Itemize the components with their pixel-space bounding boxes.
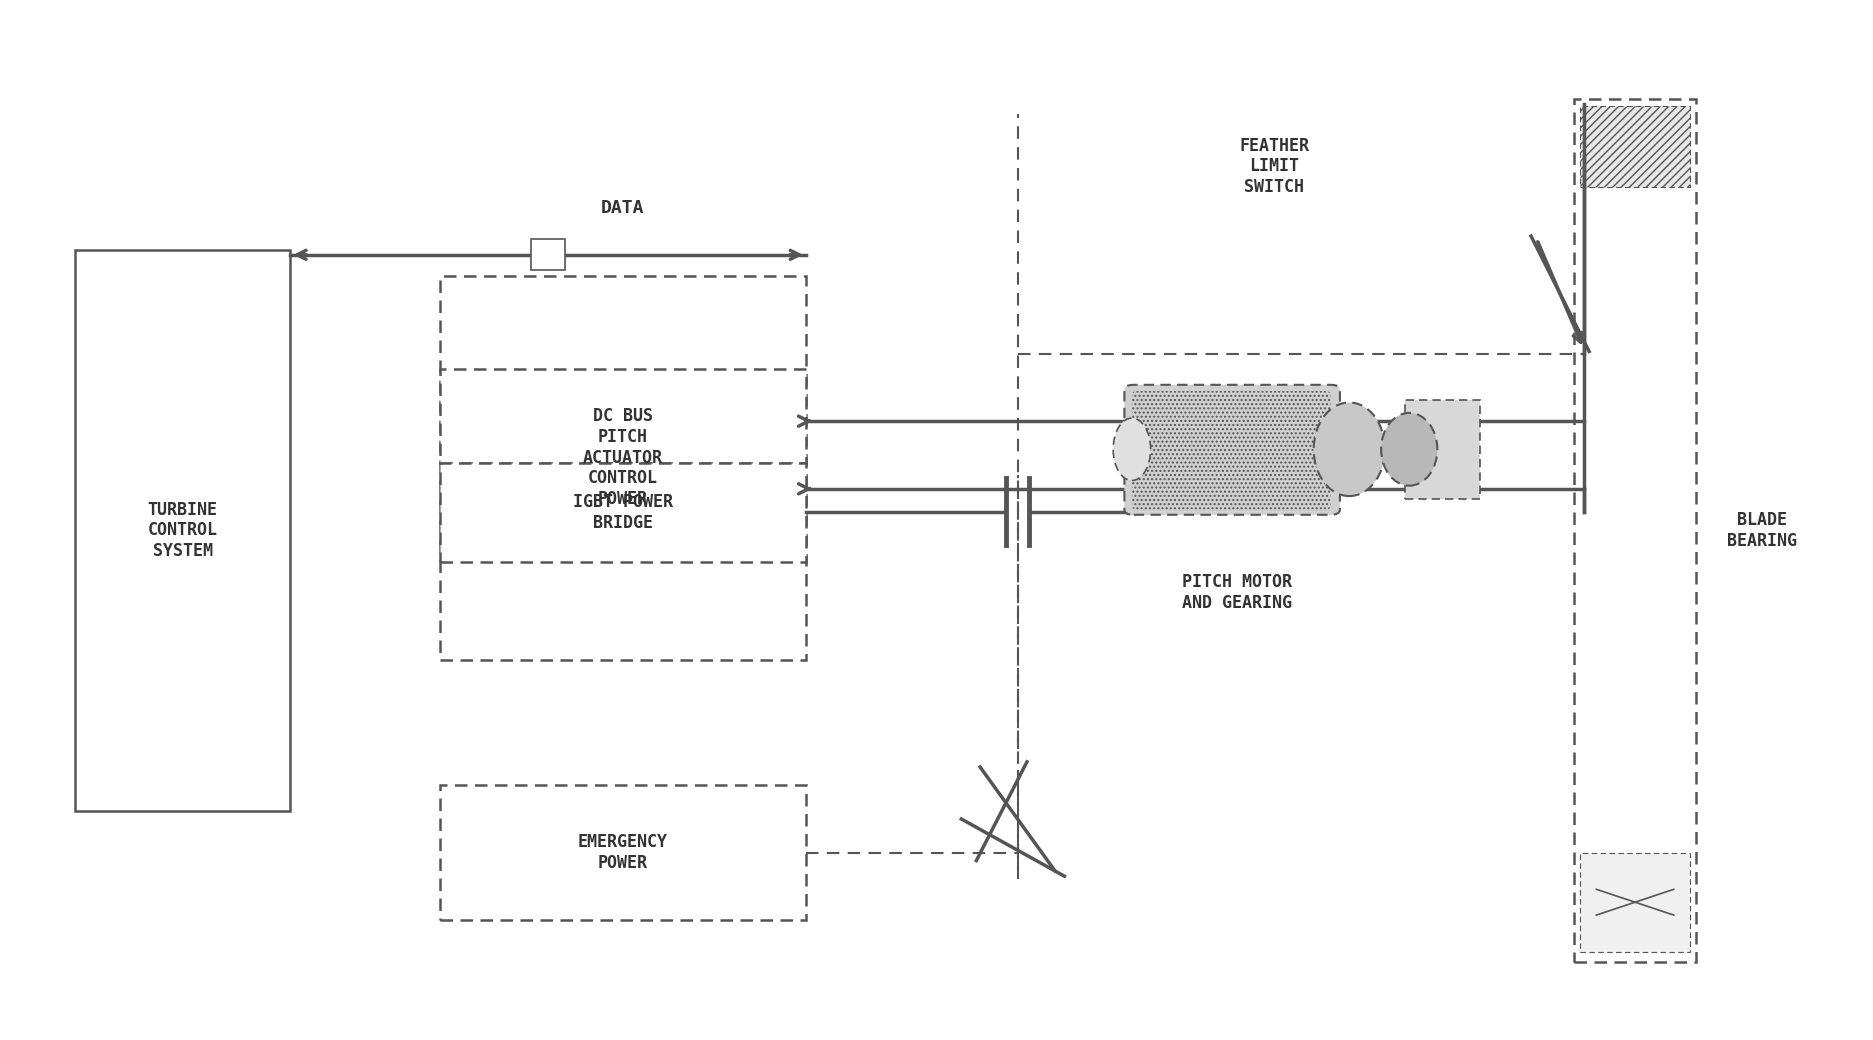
Bar xyxy=(1405,400,1480,499)
Bar xyxy=(440,369,805,463)
Ellipse shape xyxy=(1113,418,1150,480)
Ellipse shape xyxy=(1380,413,1437,486)
Bar xyxy=(75,250,290,811)
Text: PITCH MOTOR
AND GEARING: PITCH MOTOR AND GEARING xyxy=(1182,573,1290,613)
Text: DC BUS: DC BUS xyxy=(592,407,654,425)
Text: PITCH
ACTUATOR
CONTROL
POWER: PITCH ACTUATOR CONTROL POWER xyxy=(583,427,663,509)
Bar xyxy=(532,239,566,270)
Bar xyxy=(1579,106,1689,187)
Bar xyxy=(1573,99,1695,962)
Ellipse shape xyxy=(1313,402,1384,496)
Text: BLADE
BEARING: BLADE BEARING xyxy=(1725,511,1796,550)
FancyBboxPatch shape xyxy=(1124,385,1339,515)
Text: IGBT POWER
BRIDGE: IGBT POWER BRIDGE xyxy=(573,493,672,531)
Text: DATA: DATA xyxy=(599,199,644,217)
Text: TURBINE
CONTROL
SYSTEM: TURBINE CONTROL SYSTEM xyxy=(148,500,217,561)
Text: FEATHER
LIMIT
SWITCH: FEATHER LIMIT SWITCH xyxy=(1238,136,1309,197)
Bar xyxy=(440,785,805,920)
Bar xyxy=(1579,853,1689,952)
Bar xyxy=(440,463,805,562)
Bar xyxy=(440,276,805,660)
Text: EMERGENCY
POWER: EMERGENCY POWER xyxy=(577,833,669,873)
